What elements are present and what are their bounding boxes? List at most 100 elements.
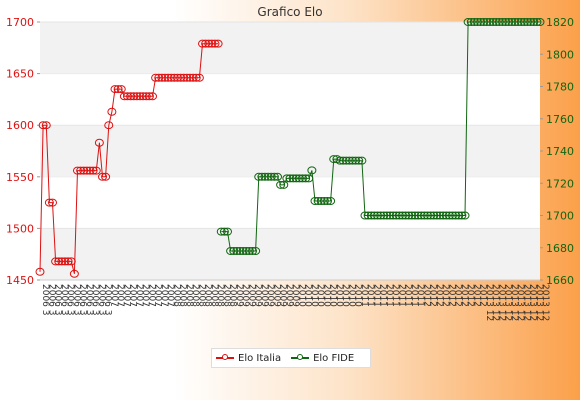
data-point [329, 155, 339, 164]
data-point [463, 18, 473, 26]
data-point [460, 211, 470, 220]
data-point [282, 174, 292, 183]
data-point [491, 18, 501, 26]
x-tick-label: 2009 [259, 284, 269, 307]
data-point [413, 211, 423, 220]
data-point [135, 92, 145, 101]
y-axis-left: 1450 1500 1550 1600 1650 1700 [6, 16, 40, 287]
data-point [404, 211, 414, 220]
x-tick-label: 2007 [128, 284, 138, 307]
data-point [166, 73, 176, 82]
x-tick-label: 2009 [271, 284, 281, 307]
data-point [201, 39, 211, 48]
x-tick-label: 2009 [278, 284, 288, 307]
x-tick-label: 2006 3 [40, 284, 50, 316]
data-point [254, 172, 264, 181]
data-point [535, 18, 545, 26]
y-left-tick-label: 1500 [6, 222, 34, 235]
data-point [301, 174, 311, 183]
data-point [479, 18, 489, 26]
x-tick-label: 2006 3 [84, 284, 94, 316]
data-point [141, 92, 151, 101]
x-tick-label: 2009 [265, 284, 275, 307]
series-elo-italia [35, 39, 223, 278]
legend-label-fide: Elo FIDE [313, 352, 355, 364]
data-point [129, 92, 139, 101]
data-point [138, 92, 148, 101]
data-point [304, 174, 314, 183]
x-tick-label: 2010 [334, 284, 344, 307]
x-tick-label: 2008 [171, 284, 181, 307]
x-tick-label: 2008 [209, 284, 219, 307]
x-tick-label: 2011 [403, 284, 413, 307]
data-point [207, 39, 217, 48]
data-point [238, 246, 248, 255]
x-tick-label: 2009 [240, 284, 250, 307]
data-point [526, 18, 536, 26]
data-point [82, 166, 92, 175]
data-point [398, 211, 407, 220]
y-right-tick-label: 1800 [546, 48, 574, 61]
x-tick-label: 2010 [340, 284, 350, 307]
data-point [191, 73, 201, 82]
data-point [366, 211, 376, 220]
data-point [151, 73, 161, 82]
x-tick-label: 2007 [109, 284, 119, 307]
data-point [241, 246, 251, 255]
data-point [126, 92, 136, 101]
data-point [226, 246, 236, 255]
x-tick-label: 2009 [234, 284, 244, 307]
y-right-tick-label: 1720 [546, 177, 574, 190]
x-tick-label: 2010 [315, 284, 325, 307]
data-point [513, 18, 523, 26]
x-tick-label: 2011 [390, 284, 400, 307]
x-tick-label: 2007 [159, 284, 169, 307]
data-point [498, 18, 507, 26]
data-point [388, 211, 398, 220]
grid-bands [40, 21, 540, 281]
data-point [438, 211, 448, 220]
x-tick-label: 2010 [309, 284, 319, 307]
data-point [101, 172, 111, 181]
data-point [466, 18, 476, 26]
x-tick-label: 2011 [409, 284, 419, 307]
y-right-tick-label: 1740 [546, 145, 574, 158]
data-point [48, 198, 57, 207]
data-point [173, 73, 182, 82]
data-point [110, 85, 120, 94]
data-point [457, 211, 467, 220]
data-point [523, 18, 532, 26]
x-tick-label: 2006 3 [90, 284, 100, 316]
data-point [419, 211, 429, 220]
grid-band [40, 22, 540, 74]
data-point [123, 92, 132, 101]
data-point [210, 39, 220, 48]
x-tick-label: 2013 12 [515, 284, 525, 321]
x-tick-label: 2008 [228, 284, 238, 307]
data-point [410, 211, 420, 220]
data-point [476, 18, 486, 26]
data-point [169, 73, 179, 82]
data-point [379, 211, 389, 220]
data-point [79, 166, 89, 175]
data-point [276, 180, 286, 189]
data-point [73, 166, 82, 175]
data-point [532, 18, 542, 26]
x-tick-label: 2010 [321, 284, 331, 307]
x-tick-label: 2013 12 [509, 284, 519, 321]
x-tick-label: 2008 [221, 284, 231, 307]
data-point [144, 92, 154, 101]
x-tick-label: 2011 [415, 284, 425, 307]
x-tick-label: 2012 [428, 284, 438, 307]
x-tick-label: 2009 [284, 284, 294, 307]
x-tick-label: 2010 [296, 284, 306, 307]
data-point [444, 211, 454, 220]
x-tick-label: 2006 3 [65, 284, 75, 316]
y-right-tick-label: 1820 [546, 16, 574, 29]
y-left-tick-label: 1600 [6, 119, 34, 132]
x-tick-label: 2012 [453, 284, 463, 307]
data-point [385, 211, 395, 220]
x-tick-label: 2009 [290, 284, 300, 307]
